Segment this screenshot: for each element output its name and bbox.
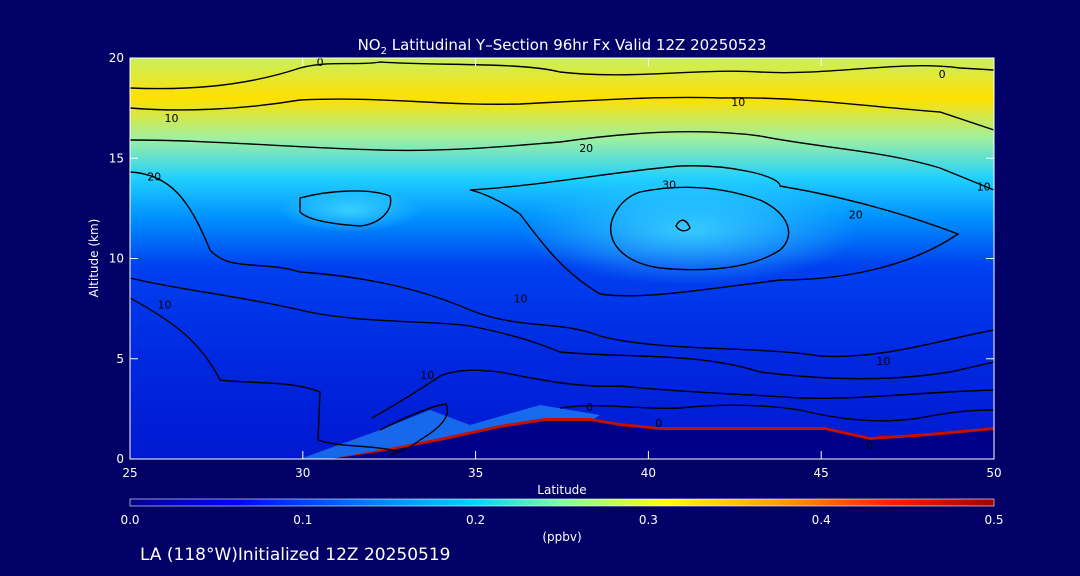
colorbar-tick-label: 0.4 — [812, 513, 831, 527]
contour-value-label: 10 — [731, 96, 745, 109]
contour-line — [610, 186, 790, 271]
y-tick-label: 0 — [116, 452, 124, 466]
contour-value-label: 0 — [317, 56, 324, 69]
contour-line — [379, 403, 449, 456]
contour-value-label: 10 — [158, 299, 172, 312]
x-tick-label: 50 — [986, 466, 1001, 480]
y-tick-label: 15 — [109, 151, 124, 165]
contour-labels: 0 0 10 10 20 20 30 20 10 10 10 10 10 0 0 0 — [147, 56, 991, 452]
contour-value-label: 20 — [579, 142, 593, 155]
initialization-label: LA (118°W)Initialized 12Z 20250519 — [140, 545, 450, 565]
x-tick-label: 30 — [295, 466, 310, 480]
x-tick-label: 25 — [122, 466, 137, 480]
contour-line — [130, 297, 401, 453]
contour-line — [559, 404, 994, 422]
y-tick-label: 10 — [109, 252, 124, 266]
contour-line — [130, 61, 994, 90]
contour-value-label: 30 — [662, 178, 676, 191]
contour-value-label: 10 — [876, 355, 890, 368]
y-tick-label: 20 — [109, 51, 124, 65]
colorbar-tick-label: 0.0 — [120, 513, 139, 527]
contour-value-label: 0 — [655, 417, 662, 430]
colorbar-tick-label: 0.5 — [984, 513, 1003, 527]
terrain-fill — [330, 421, 994, 459]
contour-value-label: 10 — [164, 112, 178, 125]
contour-lines — [130, 61, 994, 456]
x-axis: 25 30 35 40 45 50 — [122, 58, 1002, 480]
contour-line — [371, 369, 994, 419]
contour-value-label: 10 — [977, 180, 991, 193]
contour-value-label: 20 — [849, 208, 863, 221]
colorbar-tick-label: 0.3 — [639, 513, 658, 527]
contour-line — [130, 131, 994, 191]
colorbar-ticks: 0.0 0.1 0.2 0.3 0.4 0.5 — [120, 513, 1003, 527]
contour-value-label: 0 — [866, 439, 873, 452]
contour-line — [130, 171, 994, 358]
terrain-surface-band — [330, 418, 994, 459]
contour-line — [130, 277, 994, 380]
contour-value-label: 0 — [586, 401, 593, 414]
colorbar-unit-label: (ppbv) — [542, 530, 581, 544]
x-tick-label: 35 — [468, 466, 483, 480]
contour-line — [675, 219, 691, 232]
colorbar-tick-label: 0.2 — [466, 513, 485, 527]
colorbar-tick-label: 0.1 — [293, 513, 312, 527]
contour-line — [130, 96, 994, 131]
contour-value-label: 0 — [939, 68, 946, 81]
contour-line — [299, 190, 392, 227]
x-tick-label: 45 — [814, 466, 829, 480]
colorbar — [129, 498, 995, 507]
y-tick-label: 5 — [116, 352, 124, 366]
contour-value-label: 10 — [420, 369, 434, 382]
chart-title: NO2 Latitudinal Y–Section 96hr Fx Valid … — [358, 36, 767, 57]
y-axis-label: Altitude (km) — [87, 219, 101, 298]
x-tick-label: 40 — [641, 466, 656, 480]
plot-area: 0 0 10 10 20 20 30 20 10 10 10 10 10 0 0 0 — [130, 56, 994, 459]
x-axis-label: Latitude — [537, 483, 586, 497]
contour-line — [469, 165, 960, 297]
contour-value-label: 20 — [147, 170, 161, 183]
upper-plume — [520, 175, 860, 285]
y-axis: 0 5 10 15 20 — [109, 51, 994, 466]
contour-value-label: 10 — [514, 293, 528, 306]
upper-plume-west — [280, 188, 420, 232]
